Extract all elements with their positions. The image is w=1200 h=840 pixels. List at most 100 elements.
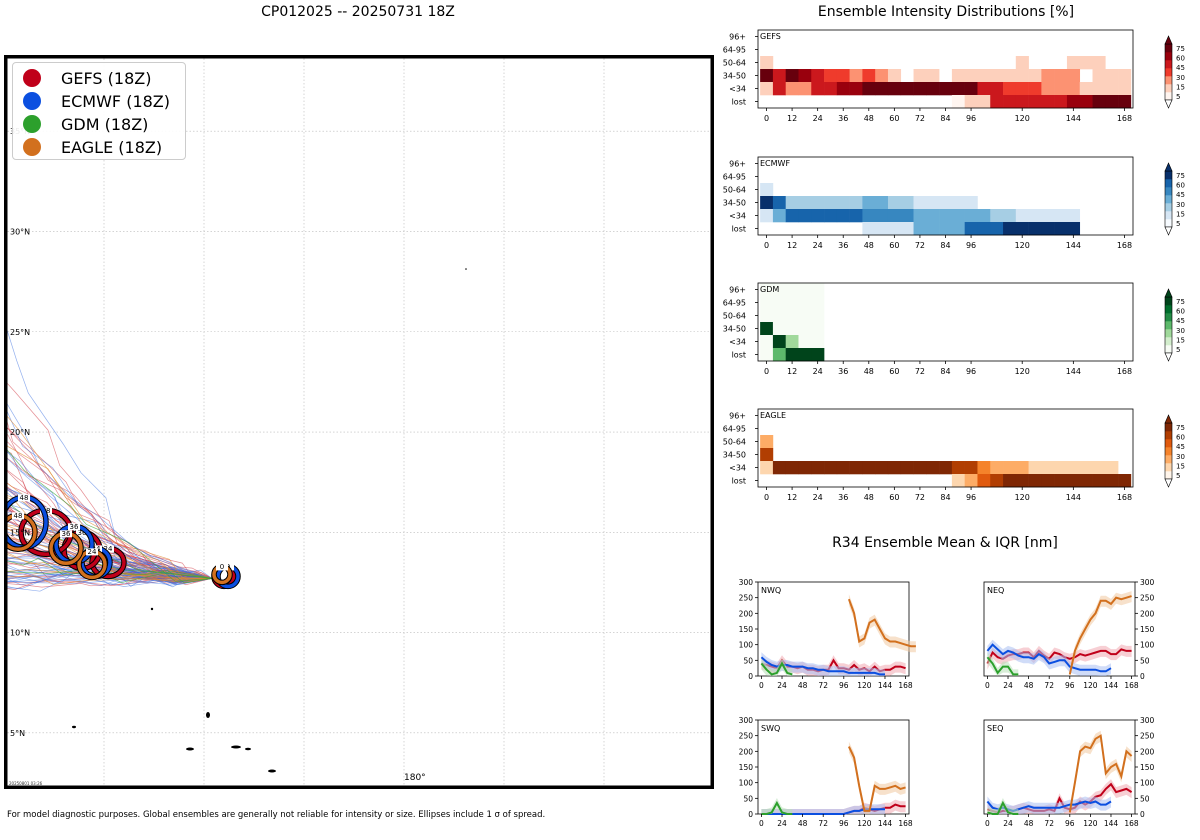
track-ellipse: 24 [76, 548, 108, 581]
island [268, 769, 276, 773]
colorbar-tick-label: 75 [1176, 424, 1185, 432]
heatmap-cell [913, 82, 927, 96]
ellipse-hour-label: 24 [88, 548, 97, 556]
legend-item-ecmwf: ECMWF (18Z) [23, 90, 170, 112]
heatmap-cell [887, 82, 902, 96]
heatmap-cell [772, 348, 786, 362]
colorbar-extend-bottom [1164, 478, 1173, 488]
heatmap-row-label: 96+ [729, 160, 746, 169]
heatmap-row-label: 50-64 [723, 312, 746, 321]
legend-marker-gdm [23, 115, 41, 133]
x-tick-label: 24 [813, 493, 823, 502]
heatmap-row-label: 64-95 [723, 299, 746, 308]
x-tick-label: 12 [787, 114, 797, 123]
heatmap-cell [824, 196, 838, 210]
ellipse-hour-label: 36 [78, 529, 87, 537]
heatmap-cell [887, 69, 902, 83]
heatmap-cell [1041, 461, 1055, 475]
colorbar-swatch [1165, 44, 1172, 53]
track-ellipse: 48 [4, 512, 38, 553]
heatmap-row-label: 64-95 [723, 425, 746, 434]
heatmap-cell [926, 461, 940, 475]
map-lon-label: 180° [404, 773, 426, 783]
x-tick-label: 24 [813, 114, 823, 123]
ensemble-track [4, 535, 213, 579]
heatmap-cell [990, 82, 1004, 96]
heatmap-cell [836, 82, 850, 96]
heatmap-cell [1028, 461, 1042, 475]
x-tick-label: 168 [898, 681, 913, 690]
legend-marker-eagle [23, 138, 41, 156]
ensemble-track [4, 569, 213, 579]
lat-tick-label: 10°N [10, 629, 30, 638]
heatmap-cell [785, 348, 799, 362]
heatmap-cell [849, 209, 863, 223]
heatmap-cell [1003, 461, 1017, 475]
colorbar-tick-label: 5 [1176, 93, 1180, 101]
y-tick-label: 150 [739, 763, 754, 772]
colorbar-extend-top [1164, 414, 1173, 424]
heatmap-cell [977, 209, 991, 223]
x-tick-label: 60 [889, 493, 899, 502]
ellipse-label-bg [102, 545, 114, 553]
y-tick-label: 100 [1140, 641, 1155, 650]
colorbar-extend-top [1164, 288, 1173, 298]
heatmap-row-label: lost [732, 351, 746, 360]
heatmap-cell [1105, 474, 1119, 488]
island [231, 745, 241, 749]
x-tick-label: 24 [777, 681, 787, 690]
r34-line-gdm [761, 800, 793, 815]
heatmap-row-label: 64-95 [723, 173, 746, 182]
ensemble-track [4, 480, 213, 579]
map-timestamp: 20250801 03:26 [9, 781, 43, 786]
ensemble-track [4, 526, 213, 580]
heatmap-cell [785, 283, 799, 297]
track-ellipse: 36 [48, 530, 84, 567]
heatmap-cell [887, 222, 902, 236]
heatmap-cell [785, 322, 799, 336]
heatmap-cell [900, 82, 914, 96]
heatmap-cell [811, 69, 825, 83]
colorbar-swatch [1165, 179, 1172, 188]
x-tick-label: 96 [966, 367, 976, 376]
x-tick-label: 84 [940, 114, 950, 123]
y-tick-label: 300 [739, 716, 754, 725]
x-tick-label: 0 [764, 241, 769, 250]
legend-item-gefs: GEFS (18Z) [23, 67, 151, 89]
y-tick-label: 100 [739, 641, 754, 650]
colorbar-swatch [1165, 329, 1172, 338]
heatmap-cell [1092, 461, 1106, 475]
x-tick-label: 48 [798, 819, 808, 828]
heatmap-cell [964, 69, 978, 83]
heatmap-cell [875, 196, 889, 210]
y-tick-label: 100 [739, 779, 754, 788]
colorbar-swatch [1165, 431, 1172, 440]
ensemble-track [4, 455, 213, 579]
track-map[interactable]: 0243648729612002436487202436487296 35°N3… [4, 55, 714, 789]
heatmap-cell [772, 196, 786, 210]
heatmap-cell [785, 69, 799, 83]
r34-frame [757, 719, 910, 815]
heatmap-cell [939, 461, 953, 475]
y-tick-label: 200 [739, 609, 754, 618]
x-tick-label: 120 [1015, 114, 1030, 123]
heatmap-cell [811, 348, 825, 362]
heatmap-cell [811, 283, 825, 297]
heatmap-cell [977, 474, 991, 488]
x-tick-label: 144 [1066, 241, 1081, 250]
y-tick-label: 250 [739, 594, 754, 603]
heatmap-cell [798, 209, 812, 223]
colorbar-tick-label: 15 [1176, 462, 1185, 470]
x-tick-label: 120 [1015, 241, 1030, 250]
heatmap-row-label: 96+ [729, 412, 746, 421]
r34-panel-neq: NEQ 300 250 200 150 100 50 0 0 24 48 72 96 120 144 168 [983, 578, 1155, 690]
heatmap-cell [977, 69, 991, 83]
x-tick-label: 24 [1003, 681, 1013, 690]
x-tick-label: 96 [966, 114, 976, 123]
heatmap-cell [849, 461, 863, 475]
heatmap-cell [951, 69, 965, 83]
x-tick-label: 72 [1044, 819, 1054, 828]
colorbar-swatch [1165, 345, 1172, 354]
x-tick-label: 0 [759, 819, 764, 828]
